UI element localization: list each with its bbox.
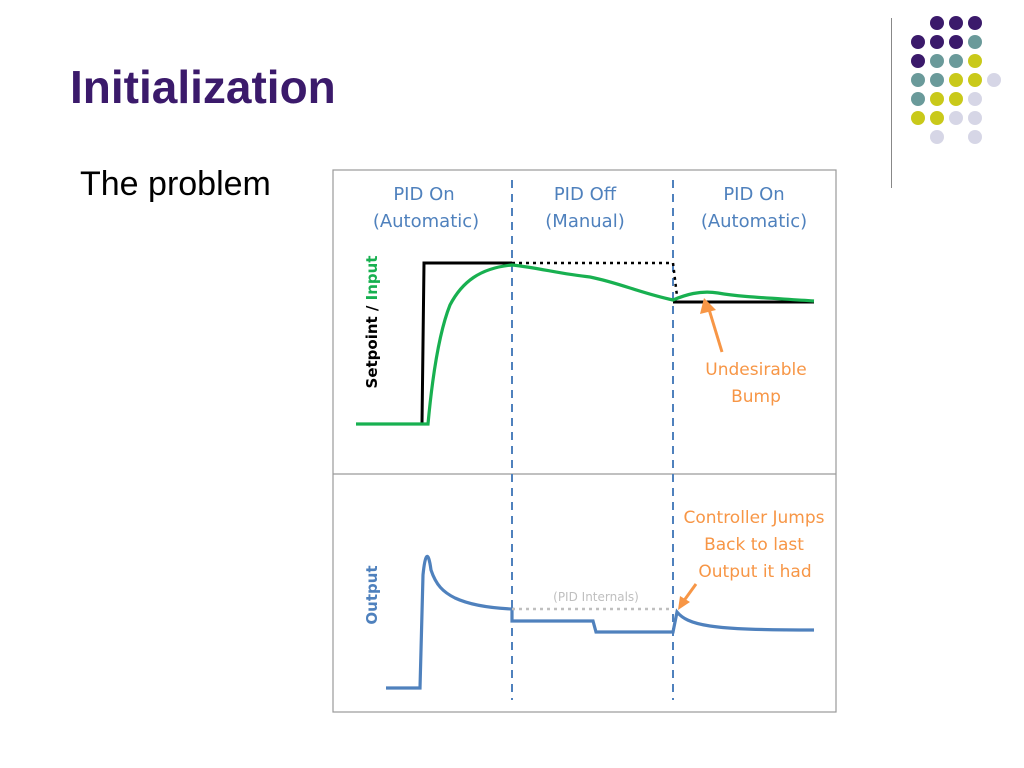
decor-dot — [930, 35, 944, 49]
decor-dot — [911, 35, 925, 49]
pid-internals-label: (PID Internals) — [553, 590, 639, 604]
phase1-line2: (Automatic) — [373, 211, 479, 232]
decor-dot — [968, 73, 982, 87]
decor-dot — [949, 92, 963, 106]
bump-annotation-line2: Bump — [731, 387, 781, 407]
decor-dot — [949, 16, 963, 30]
phase3-line1: PID On — [723, 184, 784, 205]
ylabel-input: Input — [363, 256, 381, 301]
phase3-line2: (Automatic) — [701, 211, 807, 232]
output-curve — [386, 555, 815, 690]
ylabel-setpoint: Setpoint / — [363, 300, 381, 388]
phase2-line2: (Manual) — [545, 211, 624, 232]
decor-dot — [930, 92, 944, 106]
decor-dot — [968, 111, 982, 125]
decor-dot — [949, 111, 963, 125]
bump-arrow-head — [700, 298, 716, 314]
decor-dot — [911, 111, 925, 125]
decor-dot — [930, 73, 944, 87]
decor-dot — [949, 54, 963, 68]
jump-arrow-head — [678, 596, 690, 610]
jump-annotation-line2: Back to last — [704, 535, 804, 555]
decor-divider-line — [891, 18, 892, 188]
slide-title: Initialization — [70, 61, 336, 113]
decor-dot — [949, 35, 963, 49]
bump-annotation-line1: Undesirable — [705, 360, 806, 380]
decor-dot — [930, 130, 944, 144]
decor-dot — [968, 92, 982, 106]
bump-arrow-shaft — [706, 305, 724, 353]
decor-dot — [968, 35, 982, 49]
decorative-dot-grid — [911, 16, 1001, 144]
decor-dot — [911, 54, 925, 68]
decor-dot — [949, 73, 963, 87]
decor-dot — [968, 130, 982, 144]
setpoint-hold-dotted — [512, 261, 679, 297]
input-curve — [356, 263, 815, 426]
phase2-line1: PID Off — [554, 184, 617, 205]
jump-annotation-line1: Controller Jumps — [683, 508, 824, 528]
decor-dot — [930, 111, 944, 125]
decor-dot — [911, 73, 925, 87]
decor-dot — [930, 54, 944, 68]
decor-dot — [968, 54, 982, 68]
jump-annotation-line3: Output it had — [698, 562, 811, 582]
decor-dot — [987, 73, 1001, 87]
bullet-text: The problem — [80, 165, 271, 203]
decor-dot — [930, 16, 944, 30]
bottom-y-axis-label: Output — [363, 565, 381, 624]
decor-dot — [911, 92, 925, 106]
phase1-line1: PID On — [393, 184, 454, 205]
top-y-axis-label: Setpoint / Input — [363, 256, 381, 389]
decor-dot — [968, 16, 982, 30]
jump-arrow-shaft — [681, 583, 698, 603]
